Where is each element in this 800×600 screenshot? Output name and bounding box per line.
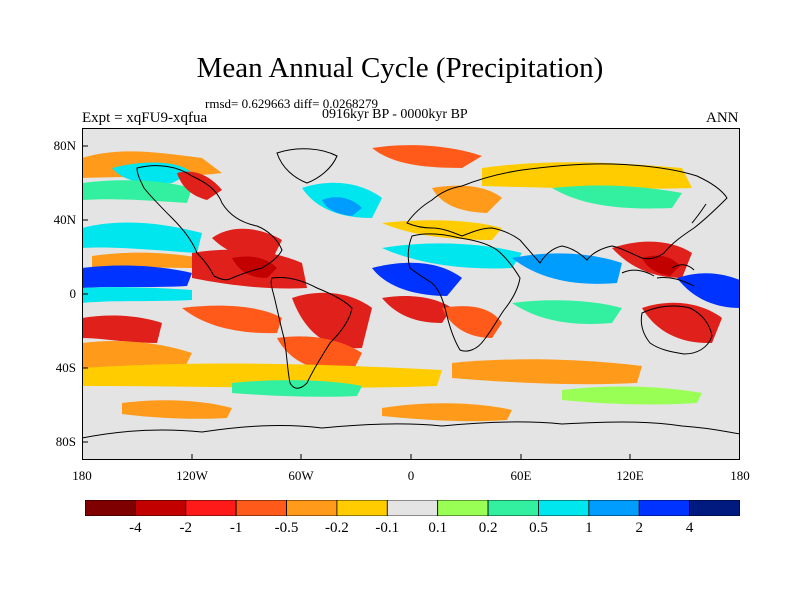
coastline-north-america (136, 165, 283, 281)
lon-label-180-east: 180 (730, 468, 750, 483)
field-southern-ocean-green (562, 386, 702, 405)
field-north-pacific-green (82, 180, 192, 203)
field-tropical-pacific-blue (82, 265, 192, 288)
colorbar-box (538, 500, 590, 516)
field-southern-ocean-yellow (82, 363, 442, 388)
field-south-indian-cyan (512, 300, 622, 324)
lat-label-80n: 80N (53, 138, 76, 153)
field-south-america-orange (277, 336, 362, 373)
coastline-antarctica (82, 421, 740, 439)
field-south-pacific-orange (182, 305, 282, 334)
colorbar (85, 500, 740, 516)
colorbar-box (235, 500, 287, 516)
coastline-australia (640, 305, 713, 355)
colorbar-box (286, 500, 338, 516)
field-subtropical-pacific-orange (92, 252, 202, 268)
coastline-maritime-continent (621, 264, 695, 287)
page-title: Mean Annual Cycle (Precipitation) (196, 52, 604, 84)
map-ticks (82, 145, 631, 460)
colorbar-label: -0.1 (375, 520, 400, 536)
lat-label-0: 0 (69, 286, 77, 301)
field-subtropical-pacific-cyan (82, 222, 202, 253)
field-australia-red (642, 302, 722, 344)
field-south-atlantic-red (382, 296, 452, 323)
colorbar-label: 0.2 (478, 520, 498, 536)
colorbar-box (638, 500, 691, 516)
field-north-america-east-red (212, 228, 282, 260)
period-text: 0916kyr BP - 0000kyr BP (322, 107, 468, 122)
colorbar-label: -1 (229, 520, 243, 536)
field-europe-orange (432, 185, 502, 213)
field-asia-green (552, 185, 682, 209)
field-north-america-red (177, 171, 222, 200)
colorbar-box (437, 500, 489, 516)
colorbar-label: -4 (129, 520, 142, 536)
colorbar-label: 2 (635, 520, 643, 536)
field-southeast-pacific-red (82, 315, 162, 343)
field-southern-ocean-orange-a (452, 359, 642, 385)
colorbar-box (185, 500, 237, 516)
coastline-greenland (276, 148, 338, 184)
field-south-america-red (292, 292, 372, 349)
field-southern-ocean-orange-c (382, 403, 512, 422)
field-tropical-pacific-cyan (82, 287, 192, 303)
lon-label-0: 0 (407, 468, 415, 483)
lon-label-120w: 120W (176, 468, 208, 483)
lon-label-60w: 60W (288, 468, 314, 483)
lat-label-80s: 80S (55, 434, 76, 449)
field-north-atlantic-orange (372, 145, 482, 168)
colorbar-label: -2 (179, 520, 193, 536)
coastline-south-america (270, 277, 353, 389)
colorbar-box (386, 500, 439, 516)
colorbar-box (588, 500, 640, 516)
colorbar-box (85, 500, 136, 516)
field-caribbean-darkred (232, 256, 277, 278)
colorbar-label: 0.5 (529, 520, 548, 536)
coastline-africa (407, 233, 521, 352)
colorbar-box (689, 500, 740, 516)
lon-label-60e: 60E (510, 468, 532, 483)
coastline-japan (691, 203, 707, 224)
field-atlantic-blue (322, 197, 362, 216)
field-indian-ocean-blue (512, 253, 622, 284)
lon-label-120e: 120E (616, 468, 644, 483)
field-sahel-cyan (382, 243, 522, 269)
colorbar-label: -0.5 (274, 520, 299, 536)
coastline-eurasia (406, 163, 728, 264)
lat-label-40n: 40N (53, 212, 76, 227)
field-southern-africa-orange (442, 306, 502, 338)
anomaly-field (82, 145, 740, 422)
precipitation-difference-map (82, 128, 740, 460)
coastlines (82, 148, 740, 439)
stats-text: rmsd= 0.629663 diff= 0.0268279 (205, 96, 378, 111)
field-southern-ocean-orange-b (122, 400, 232, 419)
colorbar-box (487, 500, 539, 516)
experiment-label: Expt = xqFU9-xqfua (82, 110, 208, 126)
lat-label-40s: 40S (55, 360, 76, 375)
season-label: ANN (706, 110, 739, 126)
field-west-pacific-blue (677, 273, 740, 308)
colorbar-label: 0.1 (428, 520, 448, 536)
field-indonesia-darkred (642, 255, 680, 276)
colorbar-box (336, 500, 388, 516)
lon-label-180-west: 180 (72, 468, 92, 483)
colorbar-label: 4 (685, 520, 694, 536)
field-equatorial-atlantic-blue (372, 262, 462, 296)
colorbar-box (134, 500, 187, 516)
colorbar-label: -0.2 (325, 520, 349, 536)
colorbar-label: 1 (585, 520, 593, 536)
